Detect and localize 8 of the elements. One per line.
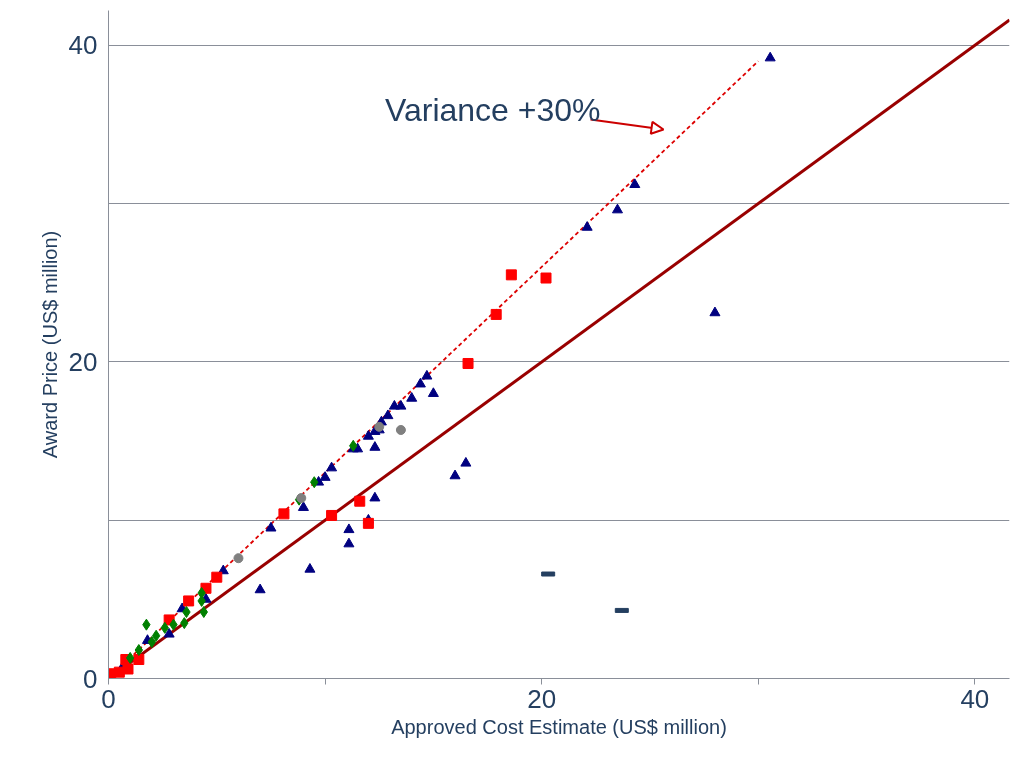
y-axis-title: Award Price (US$ million) [38,230,61,459]
y-tick-label: 20 [68,346,98,377]
x-axis-title: Approved Cost Estimate (US$ million) [391,715,727,738]
annotation: Variance +30% [384,91,601,128]
x-tick-label: 20 [527,683,557,714]
y-tick-label: 40 [68,30,98,61]
x-tick-label: 40 [960,683,990,714]
y-tick-label: 0 [83,663,98,694]
